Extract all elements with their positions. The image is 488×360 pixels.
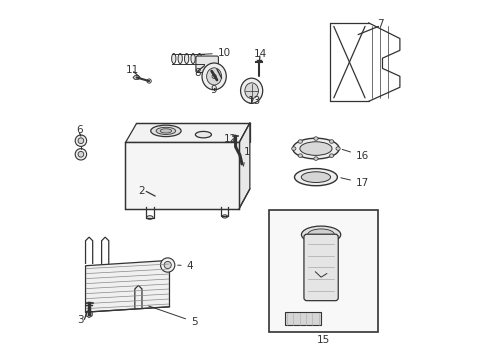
Bar xyxy=(268,210,377,332)
Text: 9: 9 xyxy=(210,85,217,95)
Ellipse shape xyxy=(150,125,181,136)
Ellipse shape xyxy=(202,63,226,90)
Text: 6: 6 xyxy=(76,125,82,135)
Ellipse shape xyxy=(313,157,317,160)
Text: 17: 17 xyxy=(340,178,368,188)
Ellipse shape xyxy=(313,137,317,140)
Text: 10: 10 xyxy=(190,48,230,58)
Text: 15: 15 xyxy=(316,335,329,345)
Circle shape xyxy=(75,135,86,147)
Ellipse shape xyxy=(294,168,337,186)
Polygon shape xyxy=(239,123,249,208)
Ellipse shape xyxy=(299,142,331,156)
Circle shape xyxy=(78,138,83,144)
FancyBboxPatch shape xyxy=(304,234,338,301)
FancyBboxPatch shape xyxy=(196,56,218,72)
Text: 13: 13 xyxy=(247,96,261,106)
Ellipse shape xyxy=(184,54,188,64)
Text: 4: 4 xyxy=(177,261,193,271)
Text: 16: 16 xyxy=(342,149,368,161)
Ellipse shape xyxy=(206,68,221,85)
Ellipse shape xyxy=(197,54,201,64)
FancyBboxPatch shape xyxy=(285,312,320,325)
Polygon shape xyxy=(133,76,140,79)
Circle shape xyxy=(164,261,171,269)
Ellipse shape xyxy=(329,154,333,157)
Ellipse shape xyxy=(292,138,339,159)
Text: 3: 3 xyxy=(77,315,83,325)
Ellipse shape xyxy=(178,54,182,64)
Text: 8: 8 xyxy=(194,68,201,78)
Polygon shape xyxy=(124,123,249,143)
Ellipse shape xyxy=(301,226,340,243)
Ellipse shape xyxy=(146,216,153,219)
Text: 1: 1 xyxy=(243,147,249,166)
Text: 14: 14 xyxy=(253,49,266,59)
Text: 5: 5 xyxy=(148,306,197,327)
Ellipse shape xyxy=(195,131,211,138)
Polygon shape xyxy=(86,310,92,318)
Ellipse shape xyxy=(291,147,295,150)
Ellipse shape xyxy=(171,54,176,64)
Ellipse shape xyxy=(307,229,334,240)
Ellipse shape xyxy=(156,127,175,134)
Circle shape xyxy=(75,149,86,160)
Text: 11: 11 xyxy=(125,65,138,75)
Circle shape xyxy=(160,258,175,272)
Polygon shape xyxy=(85,260,169,312)
Text: 7: 7 xyxy=(376,19,383,29)
Ellipse shape xyxy=(222,215,227,218)
Ellipse shape xyxy=(298,140,302,143)
Ellipse shape xyxy=(298,154,302,157)
Circle shape xyxy=(78,152,83,157)
Text: 12: 12 xyxy=(224,134,237,144)
Ellipse shape xyxy=(335,147,340,150)
Circle shape xyxy=(147,79,151,83)
Ellipse shape xyxy=(160,129,171,133)
Ellipse shape xyxy=(244,83,258,99)
Text: 2: 2 xyxy=(139,186,145,197)
Circle shape xyxy=(212,74,216,78)
Ellipse shape xyxy=(190,54,195,64)
Polygon shape xyxy=(124,143,239,208)
Ellipse shape xyxy=(329,140,333,143)
Ellipse shape xyxy=(301,172,330,183)
Ellipse shape xyxy=(240,78,262,103)
